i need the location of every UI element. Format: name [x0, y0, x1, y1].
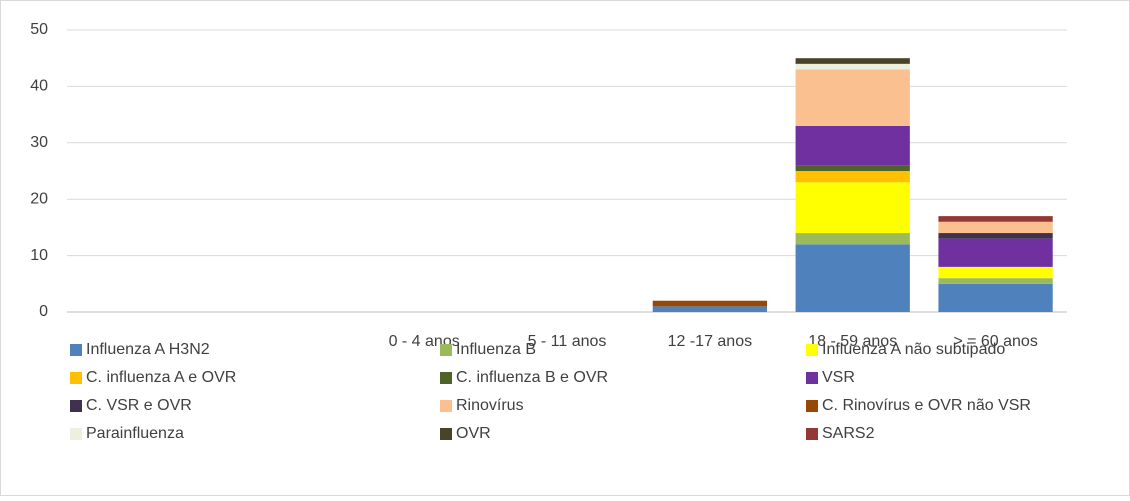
bar-segment: [938, 266, 1053, 279]
y-tick-label: 50: [30, 21, 48, 38]
legend-swatch: [440, 428, 452, 440]
bar-segment: [795, 182, 910, 234]
x-tick-label: 12 -17 anos: [668, 333, 753, 350]
bar-segment: [795, 171, 910, 183]
bar-segment: [795, 233, 910, 245]
x-tick-label: > = 60 anos: [953, 333, 1038, 350]
legend-label: C. Rinovírus e OVR não VSR: [822, 397, 1031, 414]
legend-swatch: [440, 400, 452, 412]
legend-label: VSR: [822, 369, 855, 386]
x-tick-label: 5 - 11 anos: [528, 333, 607, 350]
legend-swatch: [70, 372, 82, 384]
y-tick-label: 0: [39, 303, 48, 320]
legend-swatch: [440, 372, 452, 384]
y-tick-label: 40: [30, 78, 48, 95]
bar-segment: [938, 216, 1053, 222]
legend-label: C. influenza B e OVR: [456, 369, 608, 386]
bar-segment: [795, 165, 910, 171]
y-tick-label: 30: [30, 134, 48, 151]
legend-label: OVR: [456, 425, 491, 442]
bar-segment: [795, 244, 910, 312]
legend-label: Parainfluenza: [86, 425, 184, 442]
bar-segment: [938, 283, 1053, 312]
legend-swatch: [806, 344, 818, 356]
bar-segment: [795, 69, 910, 126]
legend-label: Influenza A não subtipado: [822, 341, 1005, 358]
x-tick-label: 18 - 59 anos: [808, 333, 897, 350]
bar-segment: [938, 238, 1053, 267]
bar-segment: [938, 278, 1053, 284]
bar-segment: [652, 300, 767, 307]
legend-label: C. influenza A e OVR: [86, 369, 236, 386]
legend-swatch: [806, 428, 818, 440]
legend-swatch: [440, 344, 452, 356]
y-tick-label: 20: [30, 190, 48, 207]
y-tick-label: 10: [30, 247, 48, 264]
bar-segment: [795, 58, 910, 64]
bar-segment: [795, 63, 910, 70]
legend-swatch: [70, 400, 82, 412]
legend-swatch: [70, 428, 82, 440]
legend-label: Influenza A H3N2: [86, 341, 210, 358]
legend-label: SARS2: [822, 425, 875, 442]
bar-segment: [938, 233, 1053, 239]
legend-label: C. VSR e OVR: [86, 397, 192, 414]
bar-segment: [795, 125, 910, 166]
legend-label: Influenza B: [456, 341, 536, 358]
bar-segment: [938, 221, 1053, 234]
legend-swatch: [806, 400, 818, 412]
legend-swatch: [806, 372, 818, 384]
legend-swatch: [70, 344, 82, 356]
bar-segment: [652, 306, 767, 312]
legend-label: Rinovírus: [456, 397, 524, 414]
